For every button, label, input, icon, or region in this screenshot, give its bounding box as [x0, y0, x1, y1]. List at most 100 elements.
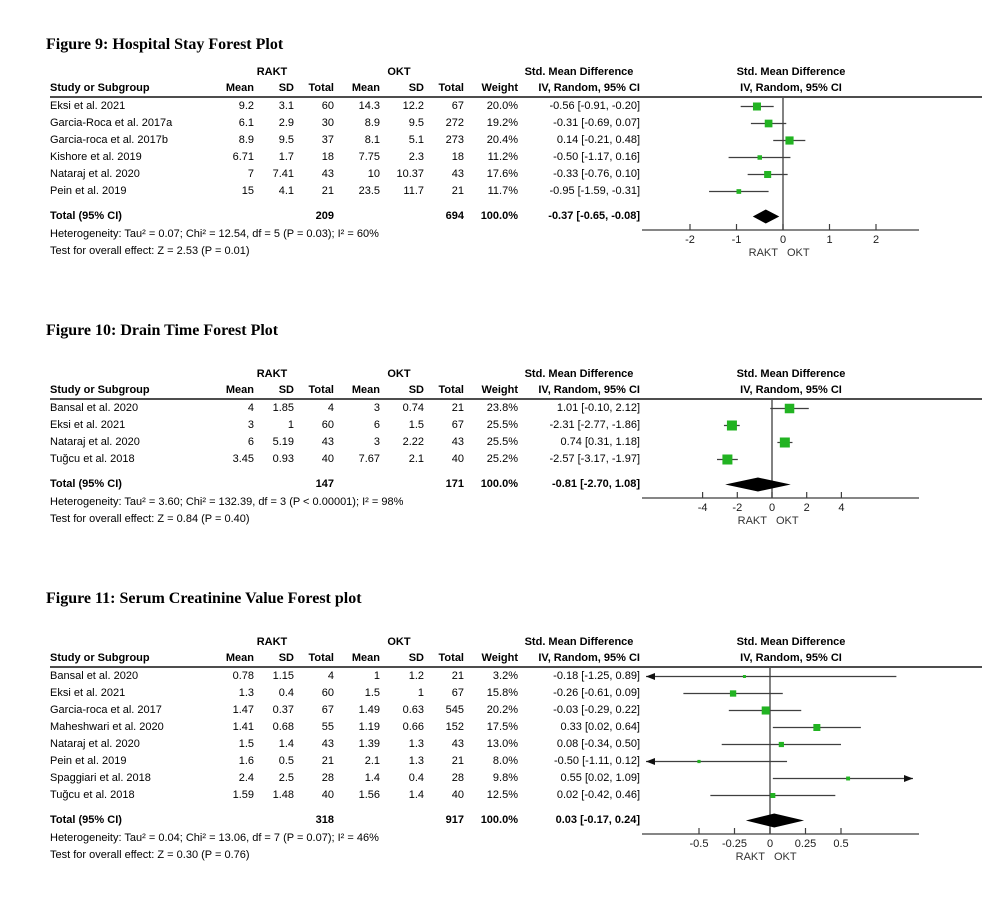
table-body: Bansal et al. 2020 0.78 1.15 4 1 1.2 21 3.2% -0.…	[50, 668, 640, 804]
study-total-rakt: 43	[321, 738, 334, 750]
axis-tick-label: 0.25	[795, 838, 816, 850]
study-mean-rakt: 1.6	[238, 755, 254, 767]
study-total-rakt: 4	[327, 670, 334, 682]
figure-block: Figure 9: Hospital Stay Forest Plot RAKT O…	[0, 36, 982, 262]
study-name: Nataraj et al. 2020	[50, 436, 140, 448]
column-header-total-okt: Total	[438, 82, 464, 94]
total-row: Total (95% CI) 147 171 100.0% -0.81 [-2.70, …	[50, 476, 640, 493]
study-name: Pein et al. 2019	[50, 185, 127, 197]
study-sd-rakt: 1.15	[272, 670, 294, 682]
column-header-sd-okt: SD	[408, 652, 424, 664]
study-weight: 11.7%	[487, 185, 518, 197]
study-sd-okt: 9.5	[408, 117, 424, 129]
total-n-okt: 694	[445, 210, 464, 222]
study-weight: 13.0%	[486, 738, 518, 750]
study-total-rakt: 55	[321, 721, 334, 733]
study-name: Eksi et al. 2021	[50, 419, 126, 431]
group-header-rakt: RAKT	[256, 368, 288, 380]
effect-square	[722, 454, 733, 465]
axis-tick-label: 2	[873, 234, 879, 246]
group-header-rakt: RAKT	[256, 66, 288, 78]
total-diamond	[752, 209, 780, 224]
study-total-okt: 21	[451, 185, 464, 197]
study-total-okt: 545	[445, 704, 464, 716]
group-header-rakt: RAKT	[256, 636, 288, 648]
column-header-study: Study or Subgroup	[50, 652, 150, 664]
study-mean-okt: 1.56	[358, 789, 380, 801]
total-n-rakt: 147	[315, 478, 334, 490]
study-sd-rakt: 1.85	[272, 402, 294, 414]
study-weight: 23.8%	[486, 402, 518, 414]
study-mean-rakt: 1.47	[232, 704, 254, 716]
total-n-rakt: 209	[315, 210, 334, 222]
study-ci-text: -0.50 [-1.11, 0.12]	[553, 755, 640, 767]
study-ci-text: -0.18 [-1.25, 0.89]	[553, 670, 640, 682]
study-ci-text: -0.31 [-0.69, 0.07]	[553, 117, 640, 129]
study-total-rakt: 60	[321, 419, 334, 431]
plot-header-line2: IV, Random, 95% CI	[740, 82, 842, 94]
study-sd-okt: 1.3	[408, 738, 424, 750]
study-total-okt: 152	[445, 721, 464, 733]
study-name: Eksi et al. 2021	[50, 100, 126, 112]
column-header-study: Study or Subgroup	[50, 82, 150, 94]
plot-header: Std. Mean Difference IV, Random, 95% CI	[640, 64, 982, 98]
plot-header-line1: Std. Mean Difference	[736, 368, 846, 380]
column-header-sd-okt: SD	[408, 384, 424, 396]
total-weight: 100.0%	[480, 478, 518, 490]
study-total-rakt: 21	[321, 755, 334, 767]
axis-tick-label: 2	[804, 502, 810, 514]
column-header-total-okt: Total	[438, 652, 464, 664]
header-spacer	[50, 634, 210, 650]
plot-header-line1: Std. Mean Difference	[736, 636, 846, 648]
axis-group-label-okt: OKT	[774, 851, 797, 863]
group-header-okt: OKT	[387, 368, 411, 380]
column-header-study: Study or Subgroup	[50, 384, 150, 396]
study-mean-rakt: 0.78	[232, 670, 254, 682]
total-ci-text: 0.03 [-0.17, 0.24]	[555, 814, 640, 826]
study-mean-okt: 1	[373, 670, 380, 682]
column-header-sd-rakt: SD	[278, 652, 294, 664]
forest-plot-svg: -2 -1 0 1 2 RAKT OKT	[642, 98, 919, 259]
total-ci-text: -0.81 [-2.70, 1.08]	[551, 478, 640, 490]
study-mean-rakt: 9.2	[238, 100, 254, 112]
group-header-okt: OKT	[387, 636, 411, 648]
study-total-rakt: 37	[321, 134, 334, 146]
forest-plot-column: Std. Mean Difference IV, Random, 95% CI -0…	[640, 634, 982, 866]
study-sd-rakt: 0.93	[272, 453, 294, 465]
study-weight: 17.5%	[486, 721, 518, 733]
row-gap	[50, 200, 640, 208]
column-header-total-okt: Total	[438, 384, 464, 396]
total-weight: 100.0%	[480, 210, 518, 222]
axis-tick-label: 0	[769, 502, 775, 514]
study-mean-rakt: 15	[241, 185, 254, 197]
study-sd-okt: 1.2	[408, 670, 424, 682]
axis-group-label-rakt: RAKT	[738, 515, 768, 527]
total-diamond	[745, 813, 805, 828]
heterogeneity-text: Heterogeneity: Tau² = 3.60; Chi² = 132.3…	[50, 496, 404, 508]
table-body: Bansal et al. 2020 4 1.85 4 3 0.74 21 23.8% 1.01…	[50, 400, 640, 468]
study-total-rakt: 40	[321, 789, 334, 801]
study-mean-okt: 3	[373, 402, 380, 414]
total-row: Total (95% CI) 318 917 100.0% 0.03 [-0.17, 0…	[50, 812, 640, 829]
column-header-weight: Weight	[481, 82, 518, 94]
study-total-okt: 18	[451, 151, 464, 163]
study-total-okt: 40	[451, 453, 464, 465]
study-total-okt: 43	[451, 168, 464, 180]
ci-left-arrow-icon	[646, 758, 655, 765]
study-ci-text: -2.31 [-2.77, -1.86]	[549, 419, 641, 431]
table-header: RAKT OKT Std. Mean Difference Study or Subg…	[50, 634, 640, 668]
forest-table: RAKT OKT Std. Mean Difference Study or Subg…	[0, 64, 640, 259]
column-header-weight: Weight	[481, 652, 518, 664]
study-mean-rakt: 7	[247, 168, 254, 180]
study-total-rakt: 60	[321, 100, 334, 112]
study-total-okt: 67	[451, 687, 464, 699]
study-name: Tuğcu et al. 2018	[50, 789, 135, 801]
column-header-mean-rakt: Mean	[225, 384, 254, 396]
plot-header-line2: IV, Random, 95% CI	[740, 652, 842, 664]
forest-table: RAKT OKT Std. Mean Difference Study or Subg…	[0, 366, 640, 527]
study-mean-rakt: 8.9	[238, 134, 254, 146]
study-ci-text: 0.08 [-0.34, 0.50]	[556, 738, 640, 750]
study-mean-okt: 1.49	[358, 704, 380, 716]
study-name: Garcia-roca et al. 2017b	[50, 134, 169, 146]
ci-right-arrow-icon	[904, 775, 913, 782]
